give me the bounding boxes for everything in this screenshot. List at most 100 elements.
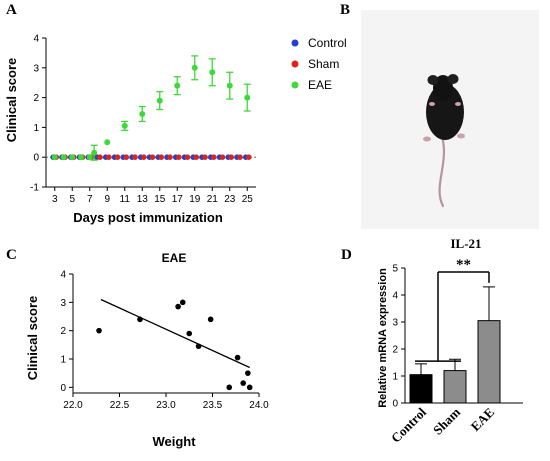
panel-a-y-tick-label: 4: [33, 34, 39, 45]
panel-c-title: EAE: [162, 251, 187, 265]
mouse-photo: [361, 10, 539, 229]
panel-a-y-tick-label: 2: [33, 93, 39, 104]
panel-a-point-eae: [104, 139, 111, 146]
panel-c-scatter-chart: EAE Clinical score Weight 0 1 2 3 4 22.0 22.5 2…: [25, 251, 269, 449]
panel-a-marks: [50, 55, 252, 161]
panel-c-x-tick-label: 24.0: [249, 400, 269, 411]
panel-a-legend-label-eae: EAE: [308, 78, 332, 92]
panel-a-point-eae: [121, 122, 128, 129]
panel-a-legend-marker-sham: [291, 60, 299, 68]
panel-c-xlabel: Weight: [152, 434, 196, 449]
mouse-hind-foot-right: [457, 133, 465, 139]
panel-c-point: [137, 316, 143, 323]
panel-c-ylabel: Clinical score: [25, 296, 40, 381]
panel-c-x-tick-label: 23.0: [156, 400, 176, 411]
mouse-hind-foot-left: [423, 136, 431, 142]
panel-a-point-eae: [174, 82, 181, 89]
panel-d-title: IL-21: [450, 236, 481, 251]
panel-a-point-sham: [175, 154, 182, 160]
panel-a-axes: [45, 38, 256, 188]
panel-a-x-tick-label: 5: [69, 194, 75, 205]
panel-a-x-tick-label: 3: [52, 194, 58, 205]
panel-c-y-tick-label: 4: [60, 270, 66, 281]
panel-d-y-tick-label: 1: [392, 372, 398, 383]
panel-c-x-tick-label: 22.5: [110, 400, 130, 411]
panel-a-point-sham: [228, 154, 235, 160]
panel-c-regression-line: [100, 298, 250, 369]
panel-a-point-sham: [114, 154, 121, 160]
panel-d-significance-stars: **: [456, 257, 471, 273]
panel-a-x-tick-label: 23: [224, 194, 236, 205]
panel-a-point-eae: [191, 64, 198, 71]
panel-d-y-tick-label: 3: [392, 318, 398, 329]
panel-a-x-tick-label: 9: [104, 194, 110, 205]
panel-a-x-tick-label: 11: [120, 194, 131, 205]
panel-a-point-eae: [139, 110, 146, 117]
panel-a-point-sham: [210, 154, 217, 160]
panel-a-point-sham: [140, 154, 147, 160]
panel-c-point: [195, 343, 202, 350]
panel-a-point-sham: [167, 154, 173, 160]
panel-d-y-tick-label: 2: [392, 345, 398, 356]
panel-a-x-tick-label: 7: [87, 194, 93, 205]
panel-a-legend-label-sham: Sham: [308, 57, 339, 71]
panel-a-line-chart: Clinical score Days post immunization -1…: [4, 34, 347, 226]
panel-a-point-eae: [51, 154, 58, 161]
panel-c-marks: [96, 298, 253, 391]
panel-label-d: D: [341, 247, 352, 263]
panel-a-point-sham: [184, 154, 191, 160]
panel-c-point: [226, 384, 233, 391]
panel-c-x-tick-label: 23.5: [203, 400, 223, 411]
panel-a-point-eae: [156, 97, 163, 104]
panel-a-x-tick-label: 19: [189, 194, 201, 205]
panel-a-point-sham: [97, 154, 103, 160]
panel-a-point-eae: [86, 154, 93, 161]
panel-c-point: [240, 380, 246, 386]
panel-a-point-sham: [123, 154, 130, 160]
panel-c-y-tick-label: 3: [60, 298, 66, 309]
panel-c-axes: [72, 274, 259, 394]
panel-a-point-sham: [219, 154, 226, 160]
panel-c-y-tick-label: 2: [60, 326, 66, 337]
panel-d-bar-eae: [477, 320, 501, 404]
panel-a-point-eae: [209, 69, 216, 76]
panel-d-bar-sham: [443, 370, 467, 404]
panel-c-point: [234, 354, 241, 361]
panel-a-legend-marker-control: [291, 39, 299, 47]
panel-a-point-eae: [91, 149, 98, 156]
panel-a-legend: Control Sham EAE: [291, 36, 347, 92]
panel-a-point-sham: [158, 154, 165, 160]
mouse-front-paw-right: [455, 102, 461, 106]
panel-a-point-sham: [132, 154, 138, 160]
panel-d-bar-control: [409, 374, 433, 404]
mouse-ear-left: [427, 75, 439, 85]
panel-c-point: [175, 303, 181, 310]
panel-d-y-tick-label: 4: [392, 291, 398, 302]
panel-d-ticks: 0 1 2 3 4 5: [392, 264, 405, 410]
panel-c-point: [179, 299, 186, 306]
panel-d-y-tick-label: 5: [392, 264, 398, 275]
panel-a-y-tick-label: 0: [33, 153, 39, 164]
panel-c-point: [207, 316, 214, 323]
panel-a-legend-label-control: Control: [308, 36, 347, 50]
panel-a-point-eae: [69, 154, 76, 161]
panel-c-point: [96, 327, 102, 334]
panel-a-point-sham: [149, 154, 156, 160]
panel-a-point-eae: [244, 94, 251, 101]
panel-label-a: A: [6, 2, 17, 18]
panel-a-legend-marker-eae: [291, 81, 299, 89]
panel-a-x-tick-label: 25: [242, 194, 254, 205]
panel-a-xlabel: Days post immunization: [73, 210, 223, 225]
panel-d-category-label-eae: EAE: [468, 405, 498, 435]
panel-a-point-sham: [105, 154, 112, 160]
panel-a-y-tick-label: 3: [33, 63, 39, 74]
panel-c-point: [245, 370, 251, 376]
panel-c-y-tick-label: 1: [60, 355, 66, 366]
panel-c-point: [246, 384, 253, 391]
mouse-front-paw-left: [429, 102, 435, 106]
panel-c-ticks: 0 1 2 3 4 22.0 22.5 23.0 23.5 24.0: [60, 270, 269, 412]
panel-label-b: B: [340, 2, 350, 18]
panel-a-y-tick-label: -1: [30, 183, 39, 194]
